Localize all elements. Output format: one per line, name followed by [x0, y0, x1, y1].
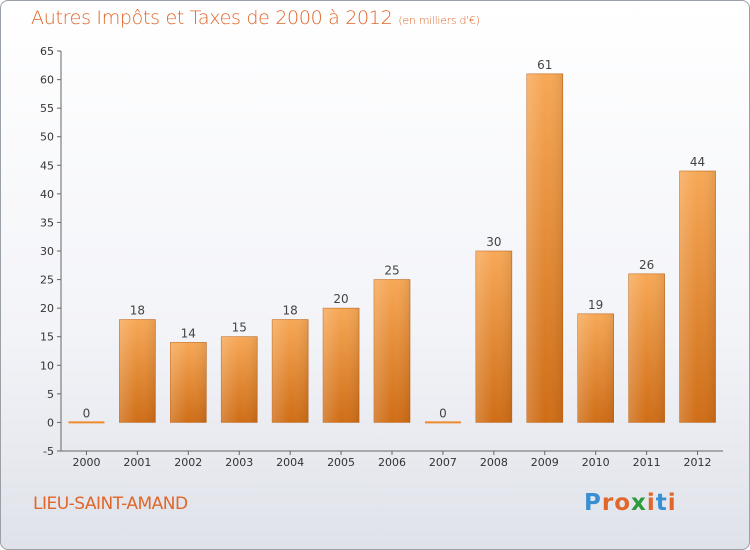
- bar-shade: [577, 313, 614, 423]
- y-tick-label: 40: [40, 188, 54, 201]
- data-label: 19: [588, 298, 603, 312]
- y-tick-label: 45: [40, 159, 54, 172]
- data-label: 25: [384, 264, 399, 278]
- data-label: 18: [283, 304, 298, 318]
- y-tick-label: 65: [40, 45, 54, 58]
- data-label: 0: [83, 406, 91, 420]
- y-tick-label: 35: [40, 216, 54, 229]
- bar-shade: [323, 308, 360, 423]
- bar-shade: [628, 273, 665, 423]
- bar-shade: [170, 342, 207, 423]
- commune-name: LIEU-SAINT-AMAND: [33, 494, 188, 514]
- bars: [68, 73, 716, 424]
- y-tick-label: 20: [40, 302, 54, 315]
- logo-letter: t: [655, 490, 668, 516]
- y-tick-label: 60: [40, 74, 54, 87]
- y-tick-label: 25: [40, 274, 54, 287]
- bar-shade: [526, 73, 563, 423]
- x-tick-label: 2001: [123, 456, 151, 469]
- x-tick-label: 2006: [378, 456, 406, 469]
- x-tick-label: 2010: [582, 456, 610, 469]
- x-tick-label: 2012: [684, 456, 712, 469]
- data-label: 20: [333, 292, 348, 306]
- y-tick-label: -5: [43, 445, 54, 458]
- x-tick-label: 2007: [429, 456, 457, 469]
- chart-subtitle: (en milliers d'€): [398, 14, 480, 27]
- chart-title: Autres Impôts et Taxes de 2000 à 2012 (en…: [31, 7, 480, 29]
- y-tick-label: 30: [40, 245, 54, 258]
- y-tick-label: 0: [47, 416, 54, 429]
- y-tick-label: 50: [40, 131, 54, 144]
- data-label: 0: [439, 406, 447, 420]
- bar-shade: [374, 279, 410, 423]
- data-label: 18: [130, 304, 145, 318]
- y-tick-label: 10: [40, 359, 54, 372]
- logo-letter: r: [601, 490, 615, 516]
- bar-shade: [221, 336, 258, 423]
- x-tick-label: 2005: [327, 456, 355, 469]
- logo-letter: P: [584, 490, 602, 516]
- bar-shade: [475, 251, 512, 423]
- x-tick-label: 2003: [225, 456, 253, 469]
- x-tick-label: 2008: [480, 456, 508, 469]
- x-tick-label: 2009: [531, 456, 559, 469]
- y-tick-label: 5: [47, 388, 54, 401]
- data-label: 26: [639, 258, 654, 272]
- data-label: 14: [181, 326, 196, 340]
- x-tick-label: 2002: [174, 456, 202, 469]
- logo-letter: x: [631, 490, 647, 516]
- x-tick-label: 2004: [276, 456, 304, 469]
- logo-letter: o: [614, 490, 632, 516]
- data-label: 30: [486, 235, 501, 249]
- data-label: 61: [537, 58, 552, 72]
- logo-letter: i: [646, 490, 656, 516]
- y-tick-label: 55: [40, 102, 54, 115]
- proxiti-logo: Proxiti: [584, 490, 677, 516]
- bar-shade: [679, 171, 716, 423]
- chart-title-text: Autres Impôts et Taxes de 2000 à 2012: [31, 7, 393, 29]
- data-labels: 0 18 14 15 18 20 25 0 30 61 19 26 44: [83, 58, 706, 421]
- bar-shade: [272, 319, 309, 423]
- logo-letter: i: [667, 490, 677, 516]
- data-label: 44: [690, 155, 705, 169]
- x-tick-label: 2011: [633, 456, 661, 469]
- data-label: 15: [232, 321, 247, 335]
- x-tick-label: 2000: [72, 456, 100, 469]
- bar-shade: [119, 319, 156, 423]
- y-tick-label: 15: [40, 331, 54, 344]
